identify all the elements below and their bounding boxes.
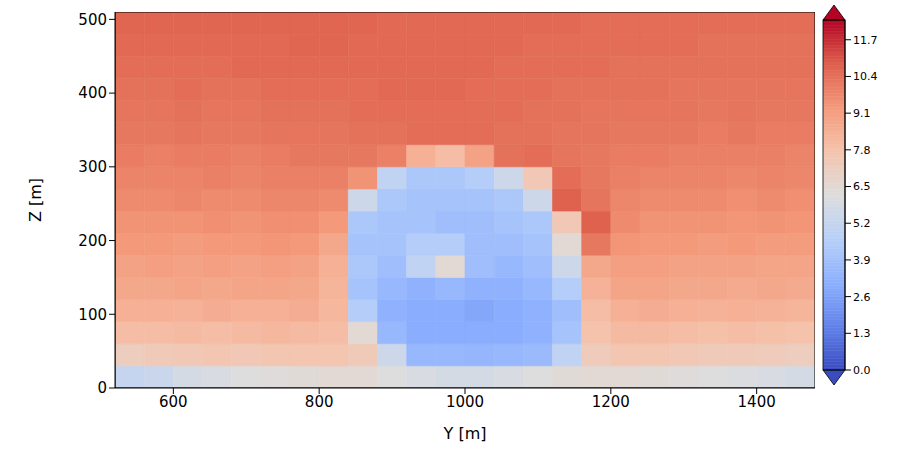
svg-text:500: 500	[78, 11, 107, 29]
svg-text:9.1: 9.1	[853, 107, 871, 120]
svg-text:600: 600	[159, 393, 188, 411]
svg-text:Y [m]: Y [m]	[443, 424, 487, 443]
svg-text:1.3: 1.3	[853, 327, 871, 340]
svg-text:7.8: 7.8	[853, 144, 871, 157]
svg-text:800: 800	[305, 393, 334, 411]
svg-text:6.5: 6.5	[853, 180, 871, 193]
svg-text:3.9: 3.9	[853, 254, 871, 267]
svg-text:11.7: 11.7	[853, 34, 878, 47]
svg-text:300: 300	[78, 158, 107, 176]
svg-text:0: 0	[97, 379, 107, 397]
svg-text:100: 100	[78, 306, 107, 324]
svg-text:200: 200	[78, 232, 107, 250]
svg-text:10.4: 10.4	[853, 70, 878, 83]
svg-text:1000: 1000	[446, 393, 484, 411]
svg-text:2.6: 2.6	[853, 291, 871, 304]
svg-text:1200: 1200	[592, 393, 630, 411]
svg-text:400: 400	[78, 84, 107, 102]
svg-text:0.0: 0.0	[853, 364, 871, 377]
svg-text:5.2: 5.2	[853, 217, 871, 230]
svg-text:Z [m]: Z [m]	[26, 178, 45, 222]
svg-text:1400: 1400	[738, 393, 776, 411]
